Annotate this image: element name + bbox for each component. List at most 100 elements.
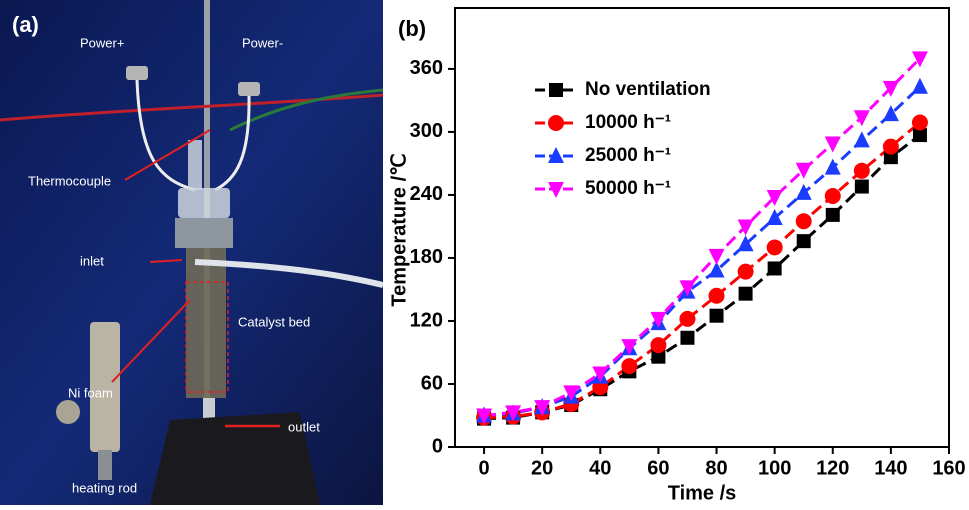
legend-marker (548, 115, 564, 131)
x-axis-title: Time /s (668, 482, 737, 504)
marker (911, 77, 928, 94)
y-tick-label: 300 (410, 120, 443, 142)
bed-outline (185, 281, 229, 393)
arrow (149, 259, 183, 263)
wire (135, 79, 251, 192)
series-line (483, 57, 922, 417)
marker (766, 239, 783, 256)
marker (737, 219, 754, 236)
heating-rod (98, 450, 112, 480)
y-tick-label: 360 (410, 57, 443, 79)
marker (911, 51, 928, 68)
stand-base (150, 412, 320, 505)
marker (824, 136, 841, 153)
legend-marker (548, 182, 564, 198)
marker (476, 408, 493, 425)
clip (126, 66, 148, 80)
tube (194, 259, 384, 288)
marker (621, 358, 638, 375)
marker (795, 162, 812, 179)
marker (796, 234, 811, 249)
legend-label: 50000 h⁻¹ (585, 178, 671, 199)
y-axis-title: Temperature /℃ (388, 153, 410, 306)
annotation: outlet (288, 419, 320, 434)
marker (679, 280, 696, 297)
marker (853, 162, 870, 179)
photo-panel: (a) Power+ Power- Thermocouple inlet Cat… (0, 0, 384, 505)
marker (911, 114, 928, 131)
plot-frame (454, 7, 950, 448)
x-tick-label: 120 (816, 457, 849, 479)
marker (795, 213, 812, 230)
marker (709, 308, 724, 323)
x-tick-label: 0 (478, 457, 489, 479)
marker (708, 287, 725, 304)
marker (680, 330, 695, 345)
marker (853, 110, 870, 127)
marker (853, 131, 870, 148)
legend-marker (548, 147, 564, 163)
legend-label: No ventilation (585, 79, 711, 100)
y-tick-label: 180 (410, 246, 443, 268)
marker (882, 138, 899, 155)
annotation: Thermocouple (28, 173, 111, 188)
marker (737, 235, 754, 252)
marker (766, 190, 783, 207)
marker (650, 311, 667, 328)
x-tick-label: 60 (647, 457, 669, 479)
x-tick-label: 20 (531, 457, 553, 479)
annotation: heating rod (72, 480, 137, 495)
marker (505, 405, 522, 422)
annotation: Ni foam (68, 385, 113, 400)
x-tick-label: 100 (758, 457, 791, 479)
annotation: Power- (242, 35, 283, 50)
marker (824, 187, 841, 204)
marker (767, 261, 782, 276)
marker (592, 366, 609, 383)
marker (651, 349, 666, 364)
y-tick-label: 120 (410, 309, 443, 331)
clip (238, 82, 260, 96)
y-tick-label: 240 (410, 183, 443, 205)
catalyst-tube (186, 248, 226, 398)
marker (708, 248, 725, 265)
marker (824, 158, 841, 175)
marker (679, 310, 696, 327)
foam-disk (56, 400, 80, 424)
marker (563, 385, 580, 402)
marker (737, 263, 754, 280)
legend-label: 10000 h⁻¹ (585, 112, 671, 133)
reactor-cap (178, 188, 230, 218)
series-line (483, 85, 921, 417)
flange (175, 218, 233, 248)
y-tick-label: 0 (432, 435, 443, 457)
ni-foam (90, 322, 120, 452)
marker (795, 183, 812, 200)
marker (912, 128, 927, 143)
wire (0, 93, 384, 122)
annotation: Catalyst bed (238, 314, 310, 329)
legend-marker (549, 83, 563, 97)
panel-label: (b) (398, 16, 426, 41)
panel-label: (a) (12, 12, 39, 37)
series-line (484, 121, 921, 420)
marker (650, 337, 667, 354)
annotation: Power+ (80, 35, 124, 50)
legend-label: 25000 h⁻¹ (585, 145, 671, 166)
marker (738, 286, 753, 301)
arrow (111, 299, 191, 383)
marker (882, 80, 899, 97)
x-tick-label: 40 (589, 457, 611, 479)
marker (854, 179, 869, 194)
chart: (b) Time /s Temperature /℃ 0 20 40 60 80 100 1… (388, 7, 966, 504)
glass-top (188, 140, 202, 190)
annotation: inlet (80, 253, 104, 268)
marker (708, 261, 725, 278)
marker (825, 207, 840, 222)
marker (621, 339, 638, 356)
marker (534, 400, 551, 417)
arrow (124, 129, 211, 181)
x-tick-label: 80 (705, 457, 727, 479)
marker (766, 209, 783, 226)
